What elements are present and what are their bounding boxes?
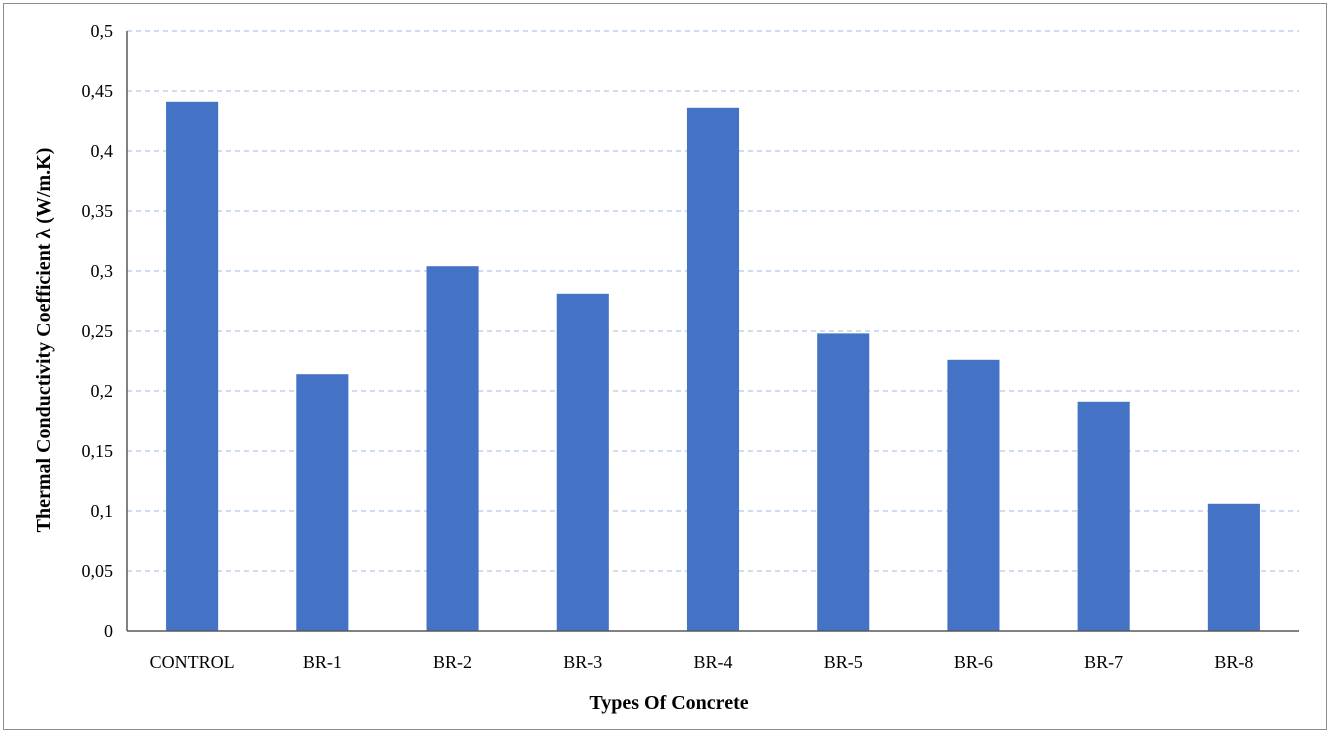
bars [166,101,1260,632]
bar-br-1 [296,374,349,631]
y-tick-label: 0,15 [82,441,114,461]
x-tick-label: BR-8 [1214,652,1253,672]
bar-br-6 [947,359,1000,631]
bar-br-5 [817,333,870,631]
x-tick-labels: CONTROL BR-1 BR-2 BR-3 BR-4 BR-5 BR-6 BR-7 BR-8 [150,652,1254,672]
y-tick-labels: 0 0,05 0,1 0,15 0,2 0,25 0,3 0,35 0,4 0,45 0,5 [82,21,114,641]
x-tick-label: BR-5 [824,652,863,672]
bar-control [166,101,219,632]
y-tick-label: 0,45 [82,81,114,101]
x-tick-label: BR-2 [433,652,472,672]
x-tick-label: CONTROL [150,652,235,672]
y-tick-label: 0,25 [82,321,114,341]
y-axis-title: Thermal Conductivity Coefficient λ (W/m.… [33,148,55,533]
axes [126,31,1299,632]
x-tick-label: BR-6 [954,652,993,672]
y-tick-label: 0,05 [82,561,114,581]
x-axis-title: Types Of Concrete [589,692,748,714]
x-tick-label: BR-7 [1084,652,1123,672]
y-tick-label: 0,35 [82,201,114,221]
x-tick-label: BR-1 [303,652,342,672]
y-tick-label: 0,4 [91,141,114,161]
y-tick-label: 0 [104,621,113,641]
y-tick-label: 0,3 [91,261,114,281]
y-tick-label: 0,1 [91,501,114,521]
bar-br-8 [1207,503,1260,631]
x-tick-label: BR-4 [693,652,732,672]
bar-br-2 [426,266,479,631]
bar-br-4 [686,107,740,632]
x-tick-label: BR-3 [563,652,602,672]
bar-br-7 [1077,401,1130,631]
y-tick-label: 0,2 [91,381,114,401]
y-tick-label: 0,5 [91,21,114,41]
bar-br-3 [556,293,609,631]
